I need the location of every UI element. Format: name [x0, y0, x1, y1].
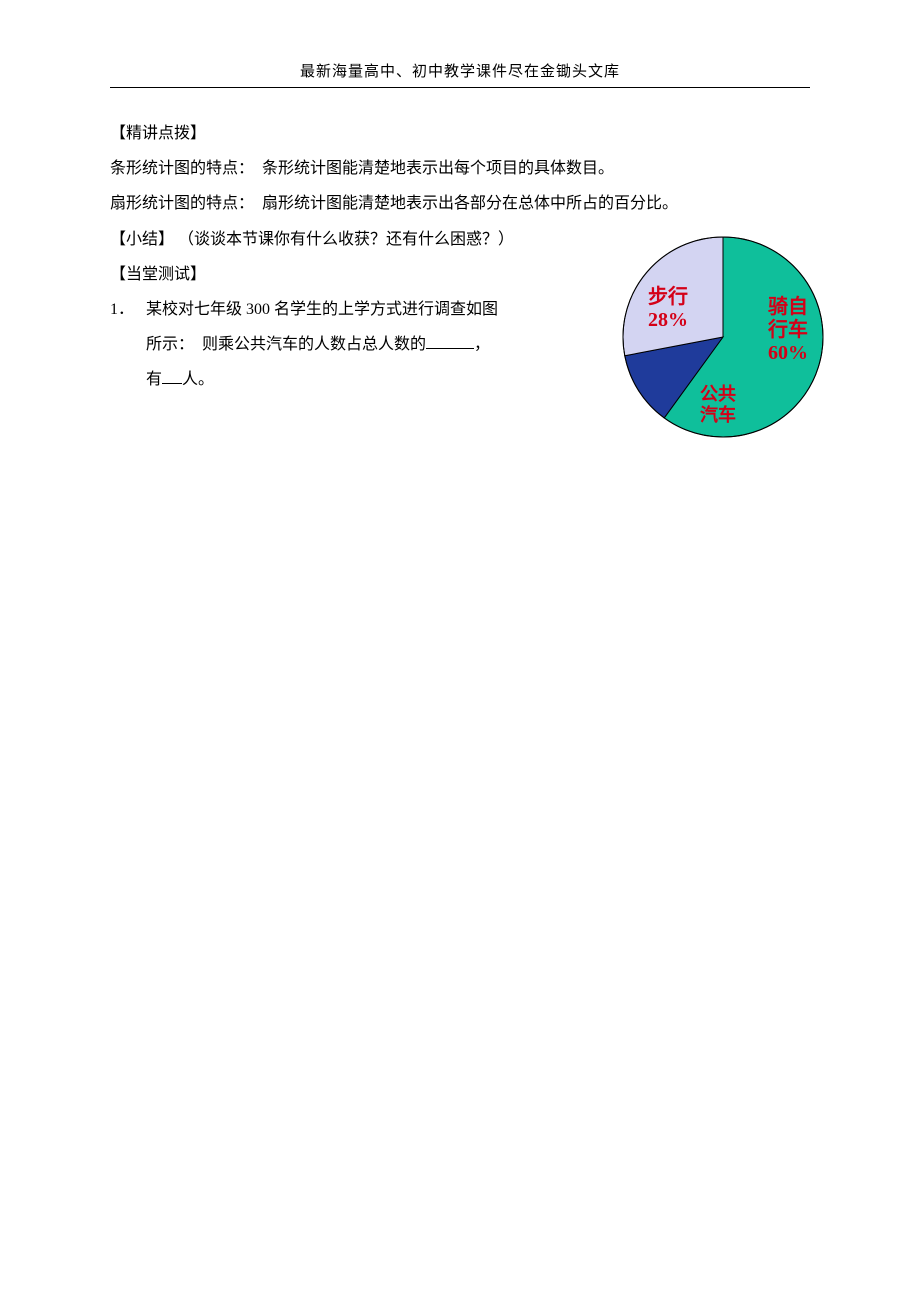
q1-l2a: 所示： [146, 336, 194, 353]
xiaojie-body: （谈谈本节课你有什么收获？还有什么困惑？） [178, 231, 514, 248]
bar-label: 条形统计图的特点： [110, 160, 254, 177]
pie-desc: 扇形统计图能清楚地表示出各部分在总体中所占的百分比。 [262, 195, 678, 212]
blank-count [162, 369, 182, 384]
pie-slice-label: 公共 汽车 [700, 384, 736, 425]
bar-desc: 条形统计图能清楚地表示出每个项目的具体数目。 [262, 160, 614, 177]
pie-slice-label: 骑自 行车 60% [768, 296, 808, 365]
q1-l2b: 则乘公共汽车的人数占总人数的 [202, 336, 426, 353]
pie-label: 扇形统计图的特点： [110, 195, 254, 212]
xiaojie-title: 【小结】 [110, 231, 174, 248]
q1-l2c: ， [474, 336, 490, 353]
section-jingjiang-title: 【精讲点拨】 [110, 116, 810, 151]
q1-number: 1． [110, 292, 146, 398]
pie-chart-feature: 扇形统计图的特点： 扇形统计图能清楚地表示出各部分在总体中所占的百分比。 [110, 186, 810, 221]
q1-l3a: 有 [146, 371, 162, 388]
bar-chart-feature: 条形统计图的特点： 条形统计图能清楚地表示出每个项目的具体数目。 [110, 151, 810, 186]
pie-slice-label: 步行 28% [648, 286, 688, 332]
transport-pie-chart: 骑自 行车 60% 公共 汽车 步行 28% [598, 232, 848, 442]
blank-percent [426, 334, 474, 349]
q1-l3b: 人。 [182, 371, 214, 388]
page-header: 最新海量高中、初中教学课件尽在金锄头文库 [110, 60, 810, 88]
